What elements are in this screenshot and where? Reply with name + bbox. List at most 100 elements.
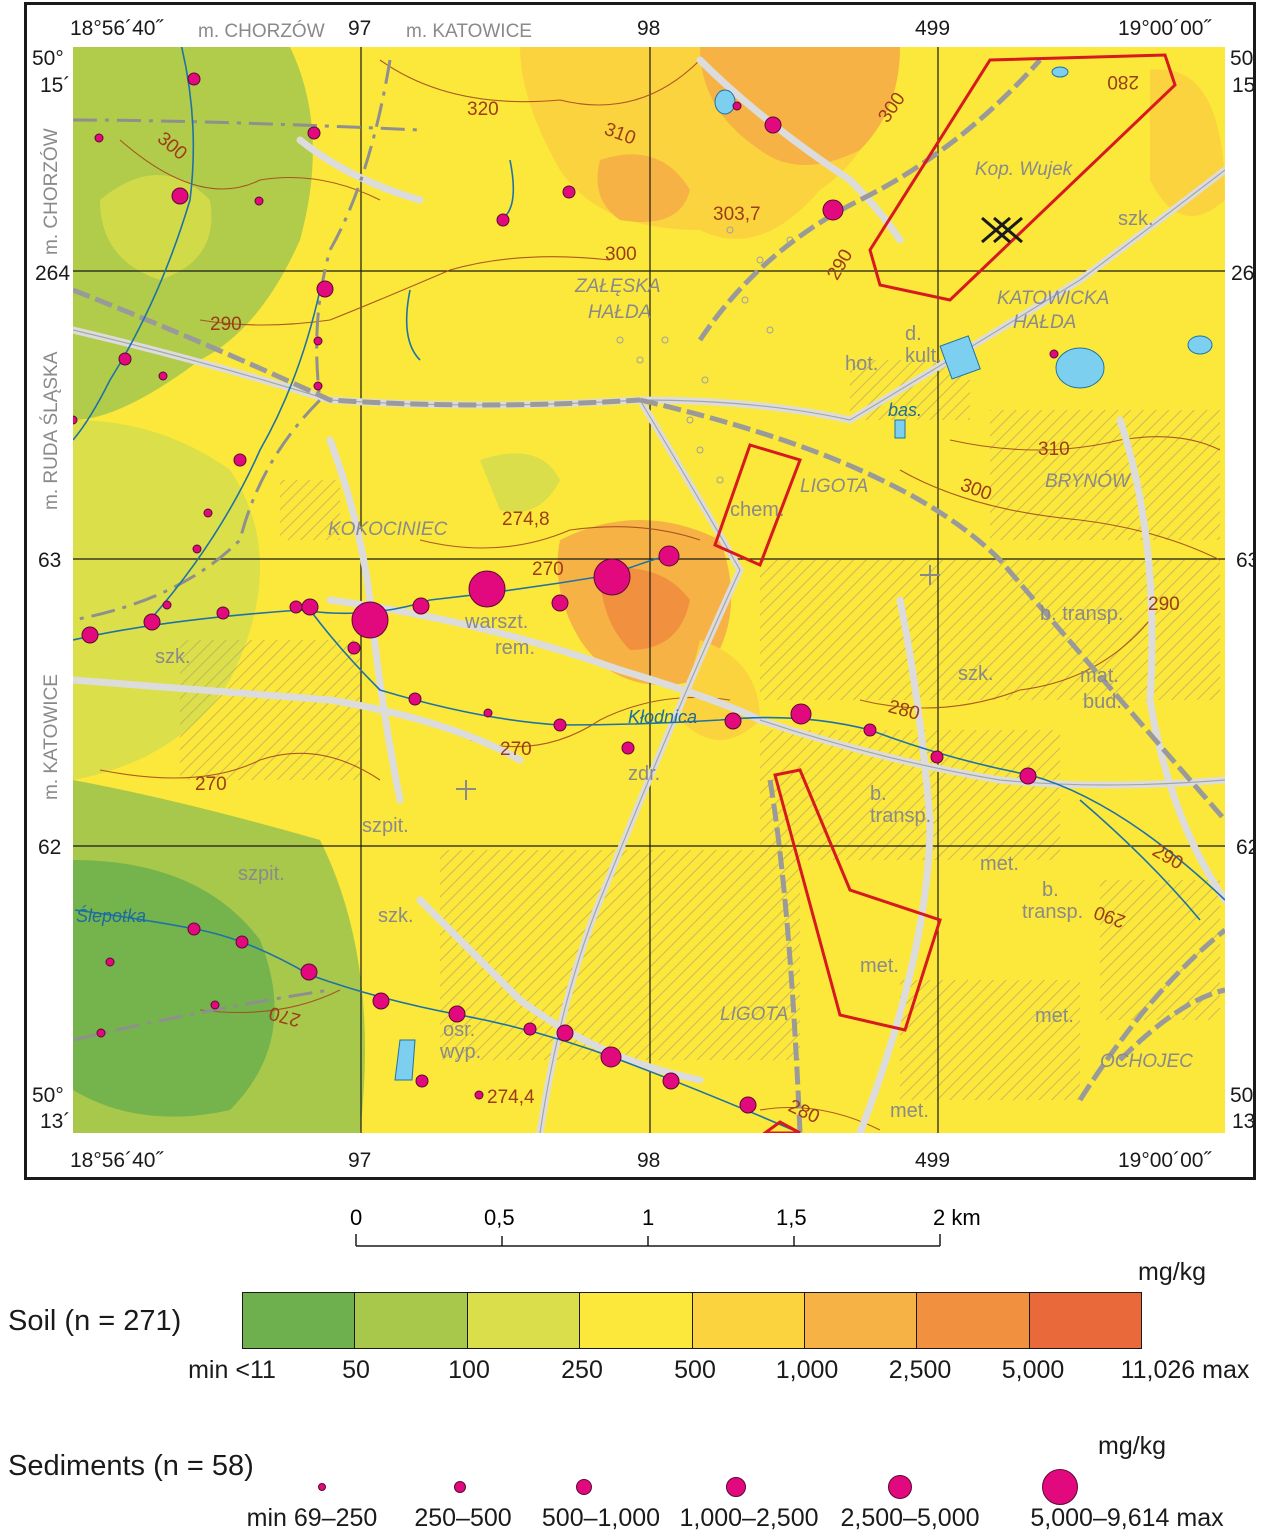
sediment-sample-point <box>192 544 202 554</box>
sediment-sample-point <box>553 718 567 732</box>
spoil-heap-marks <box>616 226 794 484</box>
lat-bottom-left-deg: 50° <box>32 1084 64 1107</box>
boundary-label-chorzow-left: m. CHORZÓW <box>40 128 62 255</box>
boundary-label-chorzow-top: m. CHORZÓW <box>198 20 325 42</box>
place-ligota-north: LIGOTA <box>800 476 868 497</box>
label-rem-text: rem. <box>495 637 535 659</box>
coord-top-left: 18°56´40˝ <box>70 17 164 40</box>
lat-top-right-deg: 50° <box>1230 47 1253 70</box>
lat-top-right-min: 15´ <box>1232 74 1253 97</box>
contour-label-310b: 310 <box>1038 439 1070 460</box>
mine-icon <box>981 216 1023 244</box>
sediment-sample-point <box>408 692 422 706</box>
boundary-label-katowice-left: m. KATOWICE <box>41 674 62 800</box>
sediment-sample-point <box>483 708 493 718</box>
sediment-sample-point <box>448 1005 466 1023</box>
contour-label-320: 320 <box>467 99 499 120</box>
sediment-sample-point <box>822 199 844 221</box>
soil-class-swatch <box>466 1293 580 1348</box>
scalebar: 0 0,5 1 1,5 2 km <box>350 1205 981 1247</box>
sediment-class-symbol <box>454 1481 466 1493</box>
soil-break-label: 50 <box>342 1356 370 1384</box>
grid-label-right-63: 63 <box>1236 549 1253 572</box>
coord-bottom-left: 18°56´40˝ <box>70 1149 164 1172</box>
sediment-sample-point <box>556 1024 574 1042</box>
label-bud: bud. <box>1083 691 1122 713</box>
sediment-sample-point <box>412 597 430 615</box>
sediment-sample-point <box>289 600 303 614</box>
sediment-class-symbol <box>318 1483 326 1491</box>
soil-break-label: min <11 <box>188 1356 276 1384</box>
label-d-kult-1: d. <box>905 323 922 345</box>
sediment-sample-point <box>600 1046 622 1068</box>
soil-break-label: 100 <box>448 1356 490 1384</box>
label-met-1: met. <box>980 853 1019 875</box>
label-szk-4: szk. <box>378 905 414 927</box>
label-szk-1: szk. <box>1118 208 1154 230</box>
label-bas: bas. <box>888 400 922 420</box>
coord-bottom-right: 19°00´00˝ <box>1118 1149 1212 1172</box>
soil-break-label: 11,026 max <box>1120 1356 1250 1384</box>
sediment-sample-point <box>313 336 323 346</box>
sediment-sample-point <box>187 72 201 86</box>
sediment-sample-point <box>739 1096 757 1114</box>
boundary-label-ruda-slaska: m. RUDA ŚLĄSKA <box>40 351 62 510</box>
lat-top-left-min: 15´ <box>40 74 70 97</box>
sediment-sample-point <box>662 1072 680 1090</box>
sediment-sample-point <box>73 415 78 425</box>
label-met-4: met. <box>890 1100 929 1122</box>
label-wyp: wyp. <box>439 1041 481 1063</box>
label-b-transp-2b: transp. <box>870 805 931 827</box>
soil-break-label: 5,000 <box>1001 1356 1065 1384</box>
label-b-transp-2a: b. <box>870 783 887 805</box>
sediment-sample-point <box>313 381 323 391</box>
sediment-sample-point <box>658 545 680 567</box>
soil-legend-title: Soil (n = 271) <box>8 1305 182 1337</box>
sediment-sample-point <box>1019 767 1037 785</box>
sediment-sample-point <box>474 1090 484 1100</box>
sediment-class-label: 250–500 <box>414 1504 512 1532</box>
lat-bottom-right-deg: 50° <box>1230 1084 1253 1107</box>
grid-label-bottom-499: 499 <box>915 1149 950 1172</box>
contour-label-274-4: 274,4 <box>487 1087 535 1108</box>
sediment-legend-unit: mg/kg <box>1098 1432 1167 1460</box>
grid-label-left-62: 62 <box>38 836 61 859</box>
coord-top-right: 19°00´00˝ <box>1118 17 1212 40</box>
soil-break-label: 2,500 <box>888 1356 952 1384</box>
boundary-label-katowice-top: m. KATOWICE <box>406 21 532 42</box>
soil-class-swatch <box>1028 1293 1141 1348</box>
grid-label-right-62: 62 <box>1236 836 1253 859</box>
sediment-class-symbol <box>888 1475 912 1499</box>
contour-label-290a: 290 <box>210 314 242 335</box>
sediment-sample-point <box>732 101 742 111</box>
sediment-sample-point <box>105 957 115 967</box>
soil-class-swatch <box>916 1293 1029 1348</box>
sediment-sample-point <box>81 626 99 644</box>
sediment-sample-point <box>94 133 104 143</box>
place-brynow: BRYNÓW <box>1045 470 1132 492</box>
place-kop-wujek: Kop. Wujek <box>975 159 1074 180</box>
scalebar-tick-2km: 2 km <box>933 1205 981 1230</box>
sediment-sample-point <box>235 935 249 949</box>
scalebar-tick-05: 0,5 <box>484 1205 515 1230</box>
sediment-sample-point <box>203 508 213 518</box>
sediment-class-label: min 69–250 <box>246 1504 378 1532</box>
grid-label-left-264: 264 <box>35 262 70 285</box>
sediment-class-symbol <box>1042 1469 1078 1505</box>
soil-break-label: 250 <box>561 1356 603 1384</box>
water-bodies <box>394 66 1213 1081</box>
soil-break-label: 500 <box>674 1356 716 1384</box>
sediment-class-symbol <box>726 1477 746 1497</box>
grid-label-top-499: 499 <box>915 17 950 40</box>
sediment-sample-point <box>301 598 319 616</box>
contour-label-300b: 300 <box>605 244 637 265</box>
sediment-sample-point <box>347 641 361 655</box>
grid-lines <box>73 47 1225 1133</box>
contour-label-270b: 270 <box>500 739 532 760</box>
sediment-class-label: 2,500–5,000 <box>840 1504 980 1532</box>
sediment-sample-point <box>254 196 264 206</box>
contour-label-274-8: 274,8 <box>502 509 550 530</box>
sediment-sample-point <box>307 126 321 140</box>
sediment-sample-point <box>118 352 132 366</box>
sediment-sample-point <box>551 594 569 612</box>
